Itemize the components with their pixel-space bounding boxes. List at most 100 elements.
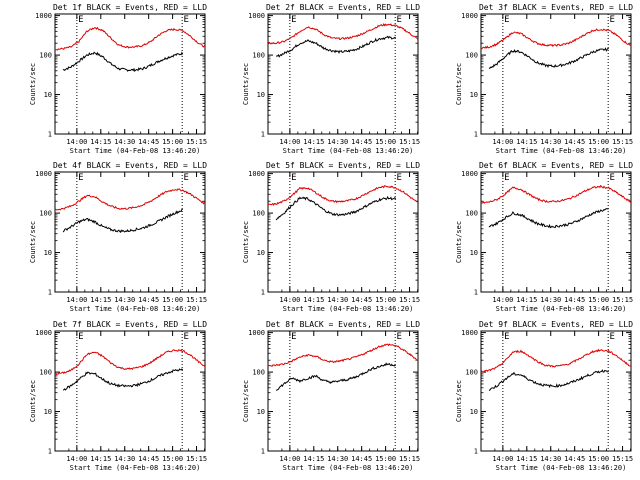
x-tick-label: 14:00: [492, 296, 513, 304]
x-tick-label: 14:15: [516, 138, 537, 146]
x-tick-label: 14:45: [138, 296, 159, 304]
panel-title: Det 9f BLACK = Events, RED = LLD: [479, 320, 633, 329]
y-tick-label: 1000: [248, 329, 265, 337]
panel-4: Det 4f BLACK = Events, RED = LLD 1 10 100 10…: [29, 161, 207, 313]
interval-marker-label: E: [78, 15, 83, 25]
panel-1: Det 1f BLACK = Events, RED = LLD 1 10 100 10…: [29, 3, 207, 155]
x-axis-label: Start Time (04-Feb-08 13:46:20): [283, 305, 414, 313]
x-axis-label: Start Time (04-Feb-08 13:46:20): [496, 464, 627, 472]
x-tick-label: 14:15: [303, 296, 324, 304]
y-axis-label: Counts/sec: [242, 63, 250, 105]
panel-title: Det 4f BLACK = Events, RED = LLD: [53, 161, 207, 170]
lld-series-line: [54, 349, 206, 376]
events-series-line: [62, 368, 184, 391]
y-tick-label: 100: [465, 210, 478, 218]
x-tick-label: 14:00: [279, 138, 300, 146]
y-tick-label: 1: [474, 448, 478, 456]
x-tick-label: 14:45: [351, 455, 372, 463]
x-tick-label: 15:15: [612, 138, 633, 146]
y-tick-label: 1: [261, 448, 265, 456]
x-axis-label: Start Time (04-Feb-08 13:46:20): [70, 305, 201, 313]
y-tick-label: 100: [465, 369, 478, 377]
y-axis-label: Counts/sec: [455, 63, 463, 105]
plot-frame: [54, 330, 206, 452]
y-tick-label: 1000: [35, 329, 52, 337]
panel-title: Det 2f BLACK = Events, RED = LLD: [266, 3, 420, 12]
lld-series-line: [54, 188, 206, 211]
lld-series-line: [481, 28, 632, 50]
interval-marker-label: E: [609, 332, 614, 342]
x-tick-label: 15:15: [186, 455, 207, 463]
x-tick-label: 15:00: [588, 138, 609, 146]
plot-frame: [267, 171, 419, 293]
plot-frame: [267, 13, 419, 135]
lld-series-line: [267, 23, 419, 45]
x-tick-label: 15:15: [186, 138, 207, 146]
x-tick-label: 14:45: [351, 296, 372, 304]
x-tick-label: 15:15: [399, 138, 420, 146]
x-axis-label: Start Time (04-Feb-08 13:46:20): [283, 147, 414, 155]
x-tick-label: 14:15: [516, 296, 537, 304]
panel-2: Det 2f BLACK = Events, RED = LLD 1 10 100 10…: [242, 3, 420, 155]
x-tick-label: 14:30: [327, 296, 348, 304]
y-tick-label: 1000: [248, 12, 265, 20]
y-tick-label: 1: [474, 289, 478, 297]
x-tick-label: 14:15: [90, 455, 111, 463]
events-series-line: [488, 369, 609, 391]
interval-marker-label: E: [183, 332, 188, 342]
plot-frame: [267, 330, 419, 452]
x-tick-label: 14:00: [492, 138, 513, 146]
y-tick-label: 10: [470, 91, 478, 99]
y-tick-label: 100: [465, 52, 478, 60]
y-tick-label: 1: [474, 131, 478, 139]
x-tick-label: 15:00: [375, 138, 396, 146]
interval-marker-label: E: [396, 15, 401, 25]
lld-series-line: [267, 185, 419, 207]
x-tick-label: 15:00: [162, 296, 183, 304]
y-axis-label: Counts/sec: [455, 221, 463, 263]
panel-title: Det 8f BLACK = Events, RED = LLD: [266, 320, 420, 329]
x-tick-label: 14:00: [492, 455, 513, 463]
panel-title: Det 7f BLACK = Events, RED = LLD: [53, 320, 207, 329]
x-tick-label: 14:30: [540, 296, 561, 304]
x-tick-label: 14:15: [303, 455, 324, 463]
plot-frame: [480, 13, 632, 135]
y-tick-label: 100: [252, 210, 265, 218]
x-tick-label: 15:15: [612, 296, 633, 304]
interval-marker-label: E: [504, 15, 509, 25]
plot-frame: [54, 13, 206, 135]
interval-marker-label: E: [504, 332, 509, 342]
x-tick-label: 15:15: [399, 296, 420, 304]
y-tick-label: 100: [39, 210, 52, 218]
x-tick-label: 14:30: [327, 138, 348, 146]
x-tick-label: 15:00: [588, 296, 609, 304]
x-tick-label: 14:45: [138, 138, 159, 146]
plot-frame: [54, 171, 206, 293]
events-series-line: [62, 51, 184, 73]
x-tick-label: 14:45: [351, 138, 372, 146]
y-axis-label: Counts/sec: [455, 380, 463, 422]
panel-title: Det 5f BLACK = Events, RED = LLD: [266, 161, 420, 170]
interval-marker-label: E: [396, 332, 401, 342]
panel-7: Det 7f BLACK = Events, RED = LLD 1 10 100 10…: [29, 320, 207, 472]
lld-series-line: [54, 26, 206, 51]
x-tick-label: 14:15: [90, 138, 111, 146]
lld-series-line: [480, 348, 632, 373]
y-axis-label: Counts/sec: [242, 380, 250, 422]
x-tick-label: 15:00: [588, 455, 609, 463]
y-axis-label: Counts/sec: [29, 221, 37, 263]
x-tick-label: 14:30: [540, 455, 561, 463]
x-tick-label: 15:00: [162, 455, 183, 463]
x-axis-label: Start Time (04-Feb-08 13:46:20): [496, 147, 627, 155]
panel-9: Det 9f BLACK = Events, RED = LLD 1 10 100 10…: [455, 320, 633, 472]
panel-8: Det 8f BLACK = Events, RED = LLD 1 10 100 10…: [242, 320, 420, 472]
events-series-line: [275, 362, 397, 391]
x-tick-label: 15:15: [186, 296, 207, 304]
plot-frame: [480, 330, 632, 452]
events-series-line: [275, 195, 397, 221]
x-tick-label: 14:00: [279, 455, 300, 463]
y-tick-label: 100: [252, 52, 265, 60]
x-tick-label: 14:45: [564, 455, 585, 463]
x-tick-label: 14:45: [564, 296, 585, 304]
x-tick-label: 14:15: [516, 455, 537, 463]
